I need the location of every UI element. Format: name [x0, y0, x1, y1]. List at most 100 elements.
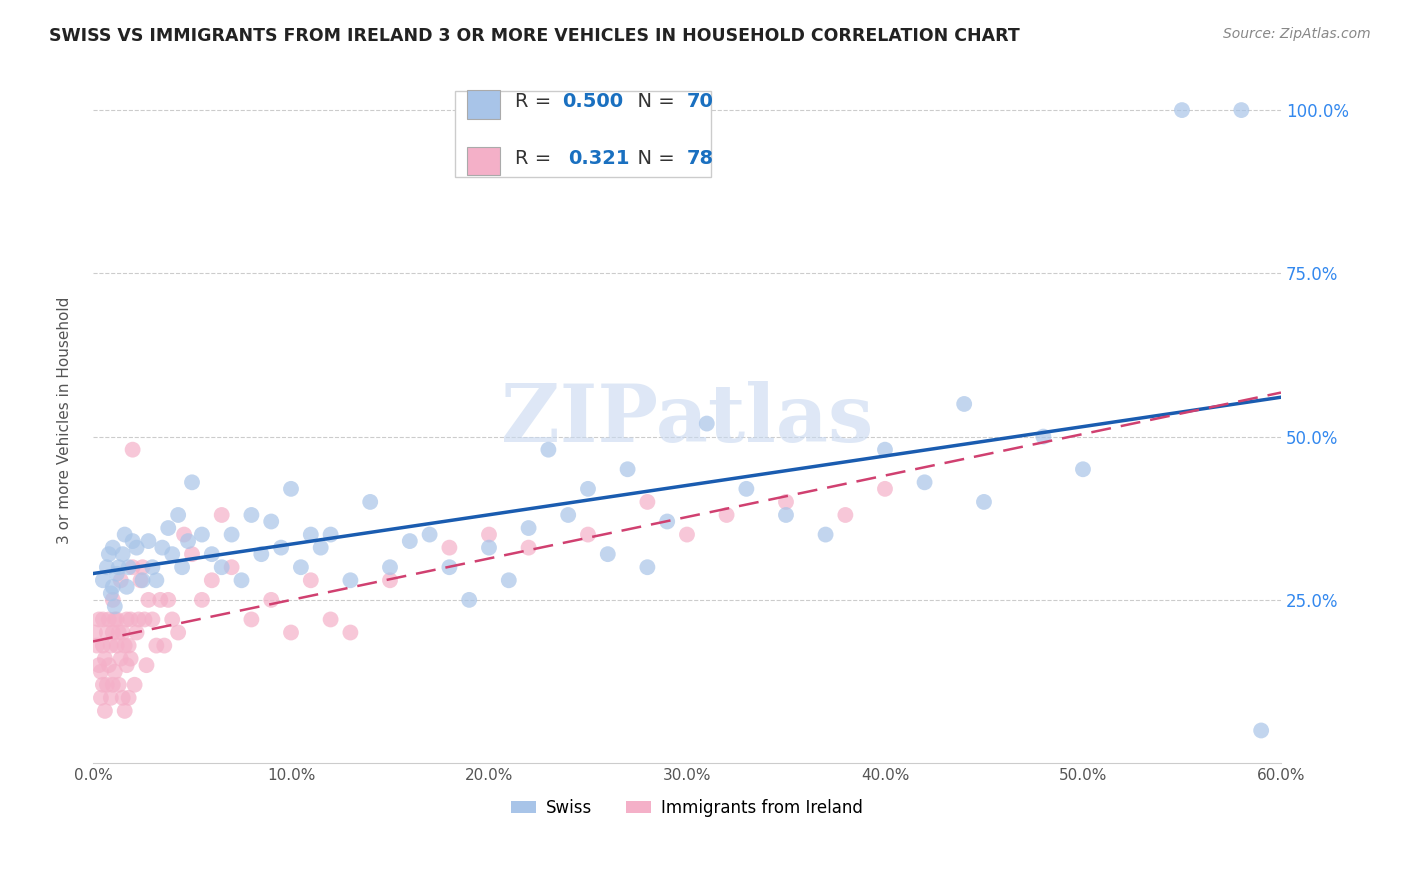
Point — [115, 612, 138, 626]
Point — [636, 560, 658, 574]
Point — [149, 592, 172, 607]
Text: N =: N = — [626, 149, 682, 168]
Point — [138, 592, 160, 607]
Point — [439, 560, 461, 574]
Point — [114, 704, 136, 718]
Point — [1250, 723, 1272, 738]
Point — [873, 442, 896, 457]
Point — [240, 612, 263, 626]
Point — [97, 547, 120, 561]
Point — [201, 574, 224, 588]
Point — [87, 658, 110, 673]
Point — [657, 515, 679, 529]
Point — [814, 527, 837, 541]
Point — [97, 658, 120, 673]
Point — [1032, 429, 1054, 443]
Point — [157, 521, 180, 535]
Text: 78: 78 — [688, 149, 714, 168]
Text: 0.321: 0.321 — [568, 149, 630, 168]
Point — [517, 521, 540, 535]
Point — [131, 560, 153, 574]
Point — [87, 612, 110, 626]
Point — [735, 482, 758, 496]
Point — [91, 639, 114, 653]
Point — [125, 625, 148, 640]
Point — [100, 586, 122, 600]
Point — [319, 527, 342, 541]
Point — [177, 534, 200, 549]
Point — [914, 475, 936, 490]
Point — [129, 574, 152, 588]
FancyBboxPatch shape — [467, 90, 501, 119]
Point — [150, 541, 173, 555]
Point — [775, 495, 797, 509]
Point — [86, 639, 108, 653]
Point — [1071, 462, 1094, 476]
Point — [240, 508, 263, 522]
Point — [191, 527, 214, 541]
Text: 0.500: 0.500 — [562, 92, 623, 112]
Point — [84, 625, 107, 640]
Point — [121, 560, 143, 574]
Point — [107, 678, 129, 692]
Point — [105, 612, 128, 626]
Point — [231, 574, 253, 588]
Point — [104, 612, 127, 626]
Point — [90, 690, 112, 705]
Point — [153, 639, 176, 653]
Point — [290, 560, 312, 574]
Point — [181, 475, 204, 490]
Point — [120, 612, 142, 626]
Point — [114, 639, 136, 653]
Point — [636, 495, 658, 509]
Point — [97, 612, 120, 626]
Point — [101, 625, 124, 640]
Point — [557, 508, 579, 522]
Point — [105, 566, 128, 581]
Point — [696, 417, 718, 431]
Point — [134, 612, 156, 626]
Point — [280, 482, 302, 496]
Point — [160, 547, 183, 561]
Point — [104, 599, 127, 614]
Point — [114, 527, 136, 541]
Point — [250, 547, 273, 561]
Point — [104, 665, 127, 679]
Point — [498, 574, 520, 588]
Point — [201, 547, 224, 561]
Point — [173, 527, 195, 541]
Point — [309, 541, 332, 555]
Point — [191, 592, 214, 607]
Point — [96, 678, 118, 692]
FancyBboxPatch shape — [456, 91, 711, 177]
Point — [111, 547, 134, 561]
Point — [596, 547, 619, 561]
Point — [135, 658, 157, 673]
Point — [576, 482, 599, 496]
Point — [167, 625, 190, 640]
Point — [110, 574, 132, 588]
Point — [775, 508, 797, 522]
Point — [91, 678, 114, 692]
Point — [107, 560, 129, 574]
Text: SWISS VS IMMIGRANTS FROM IRELAND 3 OR MORE VEHICLES IN HOUSEHOLD CORRELATION CHA: SWISS VS IMMIGRANTS FROM IRELAND 3 OR MO… — [49, 27, 1019, 45]
Point — [478, 541, 501, 555]
Point — [121, 534, 143, 549]
Point — [1171, 103, 1194, 117]
Point — [378, 560, 401, 574]
Point — [101, 541, 124, 555]
Text: Source: ZipAtlas.com: Source: ZipAtlas.com — [1223, 27, 1371, 41]
Y-axis label: 3 or more Vehicles in Household: 3 or more Vehicles in Household — [58, 297, 72, 544]
Point — [419, 527, 441, 541]
Point — [131, 574, 153, 588]
Point — [94, 704, 117, 718]
Point — [91, 574, 114, 588]
Point — [167, 508, 190, 522]
Point — [94, 651, 117, 665]
Point — [359, 495, 381, 509]
Point — [105, 639, 128, 653]
Point — [101, 592, 124, 607]
Point — [145, 639, 167, 653]
Point — [439, 541, 461, 555]
Point — [101, 580, 124, 594]
